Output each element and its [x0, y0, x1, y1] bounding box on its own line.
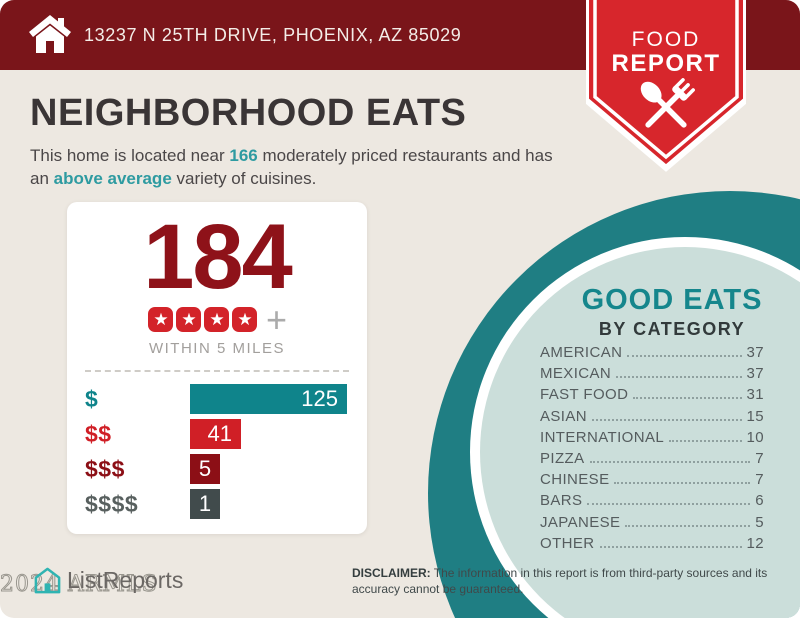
page-title: NEIGHBORHOOD EATS: [30, 92, 467, 134]
dotted-leader: [633, 397, 742, 400]
good-eats-subtitle: BY CATEGORY: [598, 319, 746, 339]
good-eats-title: GOOD EATS: [581, 284, 763, 316]
dotted-leader: [625, 524, 751, 527]
price-bar-chart: $125 $$ 41 $$$ 5 $$$$ 1: [85, 384, 349, 520]
star-rating: ★ ★ ★ ★: [147, 307, 259, 333]
price-tier-label: $$: [85, 420, 112, 447]
dotted-leader: [599, 545, 742, 548]
price-tier-bar: 125: [190, 384, 347, 415]
category-value: 12: [746, 534, 764, 552]
intro-mid: moderately priced restaurants and has an: [30, 146, 553, 188]
category-row: OTHER 12: [540, 535, 764, 556]
price-tier-bar: 41: [190, 419, 241, 450]
category-label: BARS: [540, 492, 583, 510]
category-value: 10: [746, 428, 764, 446]
price-tier-bar: 5: [190, 454, 220, 485]
badge-line2: REPORT: [611, 50, 721, 77]
pennant-shape: [586, 0, 746, 172]
category-row: PIZZA 7: [540, 450, 764, 471]
category-value: 7: [755, 449, 764, 467]
price-tier-row: $$$$ 1: [85, 489, 349, 520]
category-label: INTERNATIONAL: [540, 428, 665, 446]
category-row: FAST FOOD 31: [540, 386, 764, 407]
badge-line1: FOOD: [631, 28, 701, 51]
disclaimer: DISCLAIMER: The information in this repo…: [352, 566, 780, 597]
rating-row: ★ ★ ★ ★ +: [67, 299, 367, 341]
category-value: 6: [755, 492, 764, 510]
food-report-badge: FOOD REPORT: [586, 0, 746, 176]
price-tier-row: $$$ 5: [85, 454, 349, 485]
star-icon: ★: [204, 307, 230, 333]
category-value: 31: [746, 386, 764, 404]
price-tier-label: $$$$: [85, 490, 139, 517]
price-tier-row: $125: [85, 384, 349, 415]
dotted-leader: [592, 418, 742, 421]
star-icon: ★: [176, 307, 202, 333]
category-row: AMERICAN 37: [540, 344, 764, 365]
star-icon: ★: [232, 307, 258, 333]
category-label: ASIAN: [540, 407, 588, 425]
crossed-spoon-fork-icon: [640, 78, 695, 128]
logo-text: ListReports: [67, 567, 184, 593]
listreports-logo: ListReports: [33, 566, 183, 595]
dotted-leader: [669, 439, 742, 442]
dashed-divider: [85, 370, 349, 373]
intro-pre: This home is located near: [30, 146, 230, 165]
category-value: 37: [746, 344, 764, 361]
category-row: ASIAN 15: [540, 408, 764, 429]
category-label: FAST FOOD: [540, 386, 629, 404]
category-row: INTERNATIONAL 10: [540, 429, 764, 450]
variety-highlight: above average: [53, 169, 172, 188]
restaurant-count: 166: [229, 146, 258, 165]
home-icon: [29, 15, 71, 53]
dotted-leader: [627, 355, 742, 357]
intro-post: variety of cuisines.: [171, 169, 317, 188]
category-value: 15: [746, 407, 764, 425]
dotted-leader: [589, 460, 751, 463]
intro-text: This home is located near 166 moderately…: [30, 144, 565, 190]
bar-value: 41: [207, 421, 232, 447]
bar-value: 1: [198, 491, 212, 517]
disclaimer-text: The information in this report is from t…: [352, 566, 768, 596]
dotted-leader: [587, 503, 751, 506]
house-outline-icon: [34, 567, 61, 594]
category-value: 5: [755, 513, 764, 531]
total-restaurants: 184: [143, 206, 293, 308]
category-label: CHINESE: [540, 471, 610, 489]
dotted-leader: [616, 376, 742, 379]
category-label: OTHER: [540, 534, 595, 552]
category-label: JAPANESE: [540, 513, 621, 531]
bar-value: 5: [198, 456, 212, 482]
property-address: 13237 N 25TH DRIVE, PHOENIX, AZ 85029: [84, 24, 462, 45]
price-tier-label: $: [85, 385, 99, 412]
disclaimer-label: DISCLAIMER:: [352, 566, 431, 580]
radius-label: WITHIN 5 MILES: [148, 340, 285, 358]
dotted-leader: [614, 482, 751, 485]
bar-value: 125: [301, 386, 338, 412]
category-value: 37: [746, 365, 764, 383]
price-tier-row: $$ 41: [85, 419, 349, 450]
category-value: 7: [755, 471, 764, 489]
category-row: MEXICAN 37: [540, 365, 764, 386]
category-row: BARS 6: [540, 492, 764, 513]
good-eats-header: GOOD EATS BY CATEGORY: [512, 284, 800, 340]
category-list: AMERICAN 37 MEXICAN 37 FAST FOOD 31 ASIAN 15 INT…: [540, 344, 764, 556]
category-label: AMERICAN: [540, 344, 623, 361]
summary-card: 184 ★ ★ ★ ★ + WITHIN 5 MILES $125 $$ 41 $$$ 5 $$…: [67, 202, 367, 534]
plus-sign: +: [265, 299, 288, 341]
category-label: PIZZA: [540, 449, 585, 467]
price-tier-label: $$$: [85, 455, 125, 482]
price-tier-bar: 1: [190, 489, 220, 520]
category-label: MEXICAN: [540, 365, 612, 383]
star-icon: ★: [148, 307, 174, 333]
category-row: JAPANESE 5: [540, 514, 764, 535]
armls-watermark: 2024 ARMLS: [0, 572, 158, 598]
category-row: CHINESE 7: [540, 471, 764, 492]
